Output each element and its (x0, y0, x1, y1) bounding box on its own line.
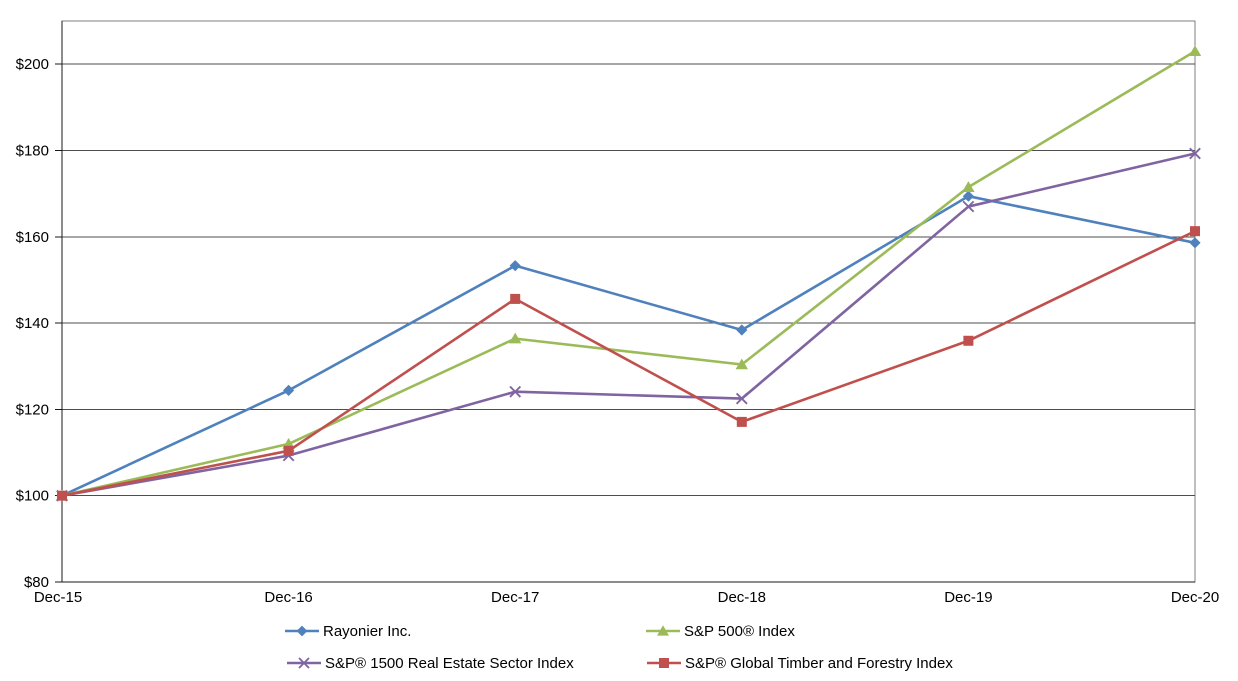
series-rayonier-inc-line (60, 194, 1197, 497)
legend-item-s-p-global-timber-and-forestry-index: S&P® Global Timber and Forestry Index (646, 654, 953, 672)
x-axis-label: Dec-15 (34, 589, 82, 606)
series-s-p-500-index-line (60, 49, 1197, 497)
x-axis-label: Dec-19 (944, 589, 992, 606)
series-s-p-global-timber-and-forestry-index-marker-square (1190, 226, 1200, 237)
legend-item-rayonier-inc: Rayonier Inc. (284, 622, 411, 640)
series-s-p-1500-real-estate-sector-index-marker-x (509, 385, 522, 398)
s-p-1500-real-estate-sector-index-legend-marker-icon (287, 657, 321, 669)
series-s-p-500-index-marker-triangle (509, 332, 522, 344)
x-axis-label: Dec-20 (1171, 589, 1219, 606)
series-rayonier-inc-marker-diamond (736, 324, 748, 336)
x-axis-label: Dec-17 (491, 589, 539, 606)
y-axis-label: $200 (16, 56, 49, 73)
series-rayonier-inc-marker-diamond (283, 384, 295, 396)
series-rayonier-inc-marker-diamond (1189, 237, 1201, 249)
series-rayonier-inc-marker-diamond (509, 260, 521, 272)
series-s-p-500-index-marker-triangle (735, 358, 748, 370)
legend-label: S&P® 1500 Real Estate Sector Index (325, 654, 574, 672)
legend-label: S&P® Global Timber and Forestry Index (685, 654, 953, 672)
series-s-p-global-timber-and-forestry-index-marker-square (736, 416, 747, 427)
x-axis-label: Dec-18 (718, 589, 766, 606)
series-s-p-1500-real-estate-sector-index-marker-x (1189, 147, 1201, 160)
y-axis-label: $80 (24, 574, 49, 591)
y-axis-label: $120 (16, 401, 49, 418)
series-s-p-1500-real-estate-sector-index-marker-x (962, 200, 975, 213)
series-s-p-500-index-marker-triangle (1188, 45, 1202, 57)
series-s-p-global-timber-and-forestry-index-marker-square (283, 445, 294, 456)
legend-item-s-p-1500-real-estate-sector-index: S&P® 1500 Real Estate Sector Index (286, 654, 574, 672)
x-axis-label: Dec-16 (264, 589, 312, 606)
y-axis-label: $100 (16, 488, 49, 505)
plot-border (61, 20, 1196, 583)
series-s-p-global-timber-and-forestry-index-marker-square (510, 293, 521, 304)
y-axis-label: $140 (16, 315, 49, 332)
series-s-p-500-index-marker-triangle (962, 181, 975, 192)
s-p-500-index-legend-marker-icon (646, 625, 680, 636)
legend-label: S&P 500® Index (684, 622, 795, 640)
y-axis-label: $180 (16, 142, 49, 159)
series-rayonier-inc-marker-diamond (962, 190, 974, 202)
rayonier-inc-legend-marker-icon (285, 625, 319, 637)
series-s-p-global-timber-and-forestry-index-line (60, 229, 1197, 497)
legend-label: Rayonier Inc. (323, 622, 412, 640)
series-s-p-1500-real-estate-sector-index-line (60, 152, 1197, 497)
y-axis-label: $160 (16, 229, 49, 246)
legend-item-s-p-500-index: S&P 500® Index (645, 622, 795, 640)
s-p-global-timber-and-forestry-index-legend-marker-icon (647, 658, 681, 668)
series-s-p-1500-real-estate-sector-index-marker-x (735, 392, 748, 405)
series-s-p-global-timber-and-forestry-index-marker-square (963, 335, 974, 346)
plot-area: $80 $100 $120 $140 $160 $180 $200 Dec-15 Dec-16 D… (16, 20, 1219, 606)
series-s-p-global-timber-and-forestry-index-marker-square (57, 490, 67, 501)
